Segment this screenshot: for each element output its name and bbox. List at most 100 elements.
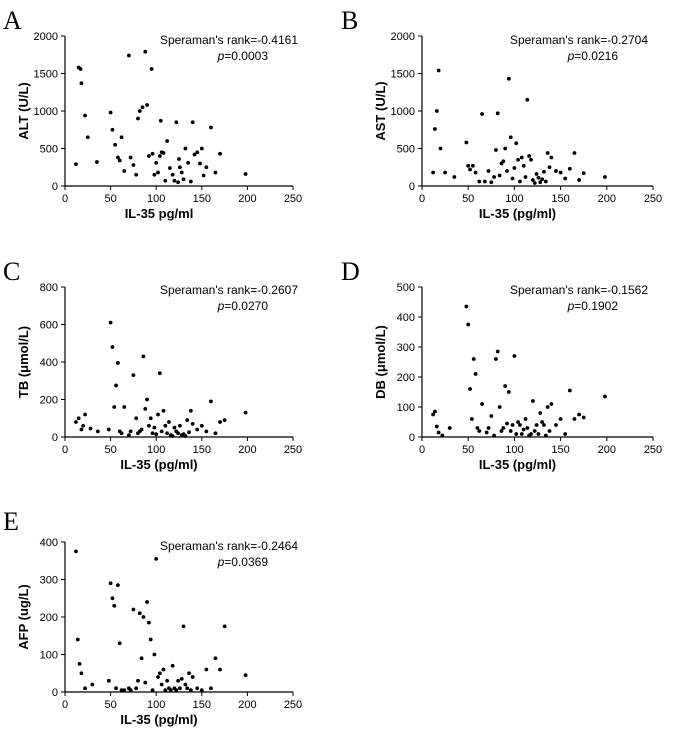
- data-point: [134, 172, 139, 177]
- x-tick-label: 100: [147, 699, 165, 711]
- data-point: [116, 583, 120, 588]
- y-tick-label: 200: [397, 372, 415, 384]
- data-point: [554, 423, 558, 427]
- x-tick-label: 0: [62, 699, 68, 711]
- panel-b: B 0 500 1000 1500 2000 0 50 100 150 200 250 IL-35 (p…: [341, 6, 662, 221]
- data-point: [529, 157, 533, 162]
- panel-a: A 0 500 1000 1500 2000 0 50 100 150 200 250 IL-35 pg…: [3, 6, 302, 221]
- data-point: [137, 611, 142, 616]
- data-point: [106, 678, 111, 683]
- data-point: [154, 160, 159, 165]
- p-value: =0.0270: [224, 299, 268, 313]
- panel-label: A: [3, 6, 22, 35]
- scatter-points: [74, 320, 248, 438]
- p-value-annotation: p=0.0216: [567, 49, 619, 63]
- data-point: [85, 135, 90, 140]
- data-point: [521, 427, 526, 432]
- x-tick-label: 200: [238, 699, 256, 711]
- panel-label: E: [3, 507, 19, 536]
- data-point: [209, 125, 213, 130]
- data-point: [185, 418, 190, 423]
- x-tick-label: 50: [104, 193, 116, 205]
- data-point: [113, 142, 118, 147]
- data-point: [183, 434, 188, 438]
- data-point: [558, 417, 563, 421]
- data-point: [482, 179, 487, 184]
- data-point: [108, 110, 113, 115]
- data-point: [195, 150, 200, 155]
- data-point: [176, 180, 180, 185]
- data-point: [159, 429, 164, 434]
- data-point: [152, 172, 157, 177]
- data-point: [83, 412, 87, 417]
- data-point: [136, 116, 140, 121]
- x-tick-label: 150: [193, 193, 211, 205]
- data-point: [516, 420, 520, 424]
- data-point: [468, 167, 472, 172]
- data-point: [152, 652, 157, 657]
- x-tick-label: 0: [419, 444, 425, 456]
- data-point: [179, 676, 184, 681]
- data-point: [81, 423, 86, 428]
- data-point: [174, 688, 179, 693]
- data-point: [492, 175, 496, 179]
- p-value: =0.1902: [574, 299, 618, 313]
- data-point: [170, 172, 175, 177]
- data-point: [74, 420, 78, 424]
- data-point: [572, 417, 577, 421]
- data-point: [145, 103, 149, 107]
- data-point: [150, 431, 155, 436]
- data-point: [497, 173, 502, 178]
- y-tick-label: 0: [52, 181, 58, 193]
- data-point: [157, 671, 162, 676]
- y-tick-label: 400: [40, 537, 58, 549]
- data-point: [516, 157, 520, 162]
- data-point: [473, 170, 478, 175]
- data-point: [187, 671, 191, 676]
- x-tick-label: 0: [62, 193, 68, 205]
- data-point: [536, 175, 541, 180]
- data-point: [131, 163, 136, 167]
- data-point: [527, 154, 532, 158]
- data-point: [434, 424, 439, 429]
- y-tick-label: 600: [40, 320, 58, 332]
- data-point: [218, 420, 222, 424]
- data-point: [470, 417, 474, 421]
- data-point: [538, 180, 543, 185]
- data-point: [76, 416, 81, 421]
- p-symbol: p: [217, 49, 225, 63]
- data-point: [172, 178, 177, 183]
- data-point: [79, 81, 84, 86]
- data-point: [470, 163, 475, 168]
- data-point: [117, 641, 122, 646]
- data-point: [209, 399, 213, 404]
- data-point: [195, 427, 200, 432]
- data-point: [433, 127, 437, 131]
- data-point: [143, 406, 148, 411]
- data-point: [563, 176, 568, 181]
- x-tick-label: 50: [104, 444, 116, 456]
- data-point: [447, 426, 452, 430]
- data-point: [545, 405, 550, 409]
- p-value-annotation: p=0.1902: [567, 299, 619, 313]
- data-point: [243, 172, 248, 176]
- y-tick-label: 300: [397, 342, 415, 354]
- data-point: [545, 151, 550, 155]
- data-point: [145, 600, 149, 604]
- data-point: [167, 166, 172, 170]
- data-point: [512, 166, 517, 170]
- data-point: [554, 169, 558, 173]
- data-point: [542, 169, 546, 174]
- data-point: [170, 434, 175, 438]
- data-point: [165, 678, 170, 683]
- data-point: [128, 155, 133, 160]
- y-tick-label: 300: [40, 575, 58, 587]
- panel-e: E 0 100 200 300 400 0 50 100 150 200 250 IL-35 (pg/m…: [3, 507, 302, 727]
- y-axis-label: TB (μmol/L): [16, 326, 31, 398]
- data-point: [558, 170, 563, 175]
- data-point: [209, 686, 213, 691]
- data-point: [204, 165, 209, 170]
- data-point: [190, 120, 195, 125]
- data-point: [110, 345, 115, 349]
- data-point: [475, 426, 480, 430]
